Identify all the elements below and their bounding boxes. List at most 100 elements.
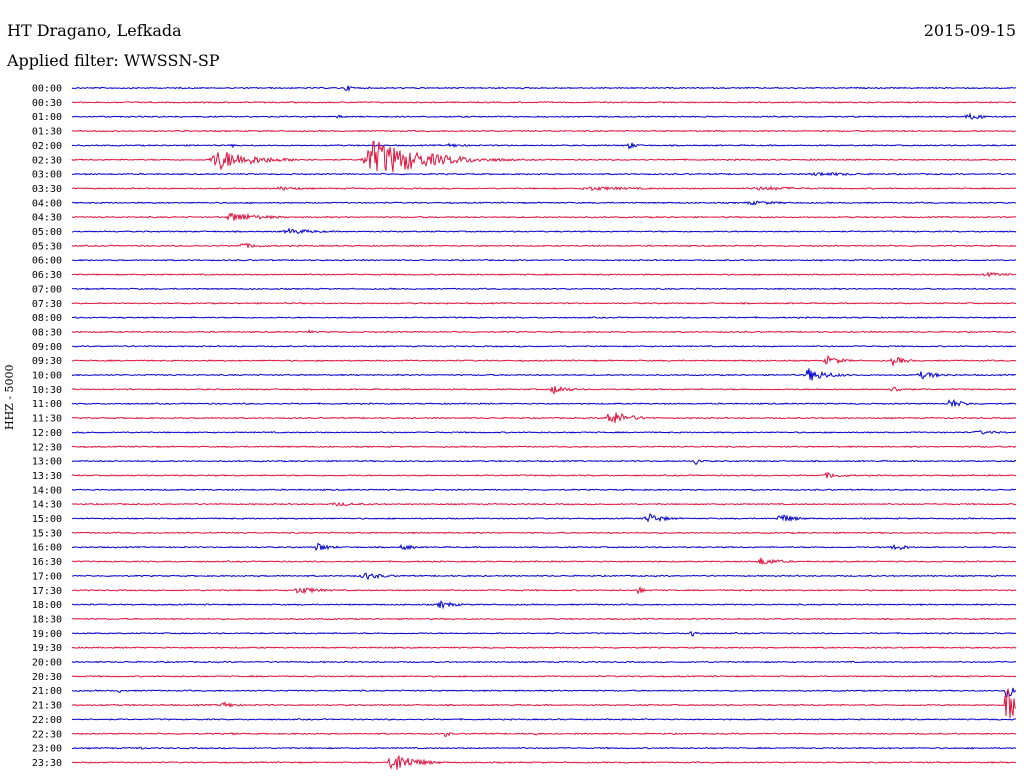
seismic-trace: [71, 459, 1017, 466]
seismic-trace: [71, 140, 1017, 173]
seismic-trace: [71, 617, 1017, 621]
seismic-trace: [71, 488, 1017, 492]
row-time-label: 11:00: [32, 399, 62, 410]
row-time-label: 10:30: [32, 385, 62, 396]
row-time-label: 23:00: [32, 744, 62, 755]
row-time-label: 07:30: [32, 299, 62, 310]
seismic-trace: [71, 660, 1017, 664]
row-time-label: 09:00: [32, 342, 62, 353]
seismic-trace: [71, 557, 1017, 565]
row-time-label: 02:00: [32, 141, 62, 152]
row-time-label: 21:00: [32, 686, 62, 697]
row-time-label: 20:30: [32, 672, 62, 683]
seismic-trace: [71, 471, 1017, 479]
seismic-trace: [71, 258, 1017, 262]
row-time-label: 01:00: [32, 112, 62, 123]
row-time-label: 01:30: [32, 127, 62, 138]
seismic-trace: [71, 316, 1017, 319]
seismic-trace: [71, 100, 1017, 104]
row-time-label: 11:30: [32, 414, 62, 425]
seismic-trace: [71, 572, 1017, 581]
seismic-trace: [71, 501, 1017, 507]
row-time-label: 14:00: [32, 485, 62, 496]
row-time-label: 06:00: [32, 256, 62, 267]
row-time-label: 05:30: [32, 241, 62, 252]
row-time-label: 09:30: [32, 356, 62, 367]
row-time-label: 14:30: [32, 500, 62, 511]
seismic-trace: [71, 112, 1017, 120]
row-time-label: 13:30: [32, 471, 62, 482]
seismic-trace: [71, 687, 1017, 698]
row-time-label: 04:00: [32, 198, 62, 209]
station-title: HT Dragano, Lefkada: [7, 21, 182, 40]
row-time-label: 15:00: [32, 514, 62, 525]
seismic-trace: [71, 345, 1017, 348]
row-time-label: 06:30: [32, 270, 62, 281]
seismic-trace: [71, 542, 1017, 552]
seismic-trace: [71, 646, 1017, 650]
row-time-label: 03:00: [32, 170, 62, 181]
row-time-label: 16:00: [32, 543, 62, 554]
seismic-trace: [71, 355, 1017, 368]
seismic-trace: [71, 368, 1017, 381]
seismic-trace: [71, 746, 1017, 750]
date-label: 2015-09-15: [923, 21, 1016, 40]
seismic-trace: [71, 212, 1017, 221]
seismic-trace: [71, 412, 1017, 423]
seismic-trace: [71, 754, 1016, 770]
seismic-trace: [71, 142, 1017, 150]
row-time-label: 17:00: [32, 571, 62, 582]
seismic-trace: [71, 732, 1017, 737]
filter-subtitle: Applied filter: WWSSN-SP: [7, 51, 220, 70]
row-time-label: 19:30: [32, 643, 62, 654]
row-time-label: 10:00: [32, 371, 62, 382]
row-time-label: 08:30: [32, 327, 62, 338]
seismic-trace: [71, 171, 1017, 177]
seismic-trace: [71, 129, 1017, 133]
seismic-trace: [71, 674, 1017, 678]
seismic-trace: [71, 717, 1017, 721]
row-time-label: 20:00: [32, 658, 62, 669]
seismic-trace: [71, 600, 1017, 610]
seismic-trace: [71, 585, 1017, 595]
row-time-label: 13:00: [32, 457, 62, 468]
seismic-trace: [71, 385, 1017, 395]
seismic-trace: [71, 242, 1017, 248]
seismic-trace: [71, 329, 1017, 334]
row-time-label: 17:30: [32, 586, 62, 597]
seismic-trace: [71, 85, 1017, 92]
row-time-label: 21:30: [32, 701, 62, 712]
row-time-label: 15:30: [32, 528, 62, 539]
seismic-trace: [71, 287, 1017, 291]
seismic-trace: [71, 398, 1017, 408]
seismic-trace: [71, 687, 1017, 719]
seismic-trace: [71, 301, 1017, 305]
seismic-trace: [71, 513, 1017, 523]
seismic-trace: [71, 631, 1017, 637]
row-time-label: 05:00: [32, 227, 62, 238]
seismic-trace: [71, 271, 1017, 278]
seismic-trace: [71, 531, 1017, 535]
row-time-label: 00:00: [32, 84, 62, 95]
row-time-label: 18:00: [32, 600, 62, 611]
row-time-label: 23:30: [32, 758, 62, 769]
row-time-label: 02:30: [32, 155, 62, 166]
row-time-label: 22:30: [32, 729, 62, 740]
row-time-label: 12:30: [32, 442, 62, 453]
row-time-label: 00:30: [32, 98, 62, 109]
row-time-label: 19:00: [32, 629, 62, 640]
row-time-label: 03:30: [32, 184, 62, 195]
seismic-trace: [71, 445, 1017, 449]
row-time-label: 07:00: [32, 284, 62, 295]
row-time-label: 22:00: [32, 715, 62, 726]
seismic-trace: [71, 227, 1017, 235]
seismic-trace: [71, 200, 1017, 206]
row-time-label: 16:30: [32, 557, 62, 568]
row-time-label: 08:00: [32, 313, 62, 324]
seismic-trace: [71, 430, 1017, 435]
row-time-label: 12:00: [32, 428, 62, 439]
row-time-label: 18:30: [32, 614, 62, 625]
row-time-label: 04:30: [32, 213, 62, 224]
seismic-trace: [71, 185, 1017, 192]
